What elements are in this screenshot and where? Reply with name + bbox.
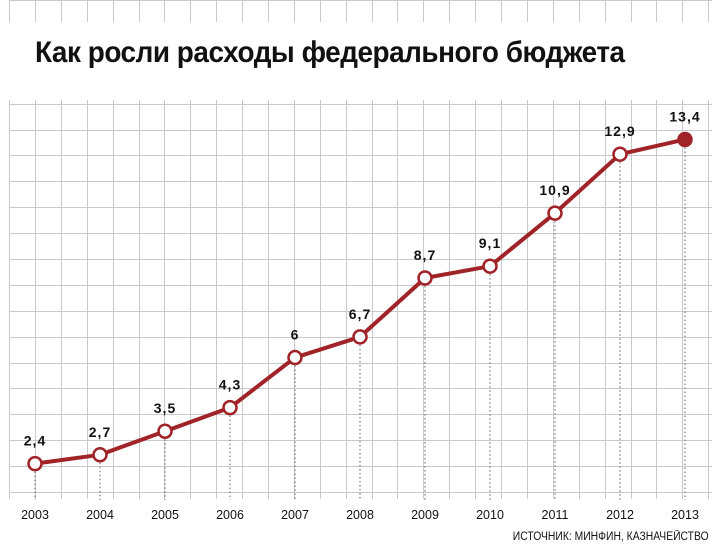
data-label-2013: 13,4: [669, 108, 700, 124]
data-labels: 2,4 2,7 3,5 4,3 6 6,7 8,7 9,1 10,9 12,9 13,4: [24, 108, 700, 449]
series-polyline: [33, 137, 687, 466]
data-point-2011: [547, 205, 563, 221]
data-point-2003: [27, 455, 43, 472]
data-point-2013: [677, 131, 693, 148]
data-point-2005: [157, 423, 173, 439]
data-label-2007: 6: [291, 327, 300, 343]
data-label-2010: 9,1: [479, 235, 501, 251]
source-note: ИСТОЧНИК: МИНФИН, КАЗНАЧЕЙСТВО: [513, 531, 709, 543]
data-label-2003: 2,4: [24, 433, 46, 449]
data-point-2008: [352, 329, 368, 345]
x-axis-tick-labels: 2003 2004 2005 2006 2007 2008 2009 2010 2011 2012…: [21, 508, 699, 522]
x-tick-2005: 2005: [151, 508, 179, 522]
x-tick-2011: 2011: [542, 508, 569, 522]
data-label-2009: 8,7: [414, 247, 436, 263]
data-point-2009: [417, 270, 433, 286]
x-tick-2013: 2013: [671, 508, 699, 522]
title-box: Как росли расходы федерального бюджета: [9, 22, 712, 100]
data-point-2012: [612, 146, 628, 162]
x-tick-2007: 2007: [281, 508, 309, 522]
x-tick-2010: 2010: [476, 508, 504, 522]
data-points: [27, 131, 693, 472]
data-label-2008: 6,7: [349, 306, 371, 322]
data-label-2011: 10,9: [539, 182, 570, 198]
data-point-2010: [482, 258, 498, 274]
data-label-2006: 4,3: [219, 377, 241, 393]
data-point-2006: [222, 399, 238, 416]
drop-lines: [34, 147, 686, 500]
x-tick-2009: 2009: [411, 508, 439, 522]
data-point-2007: [287, 349, 303, 366]
data-label-2005: 3,5: [154, 400, 176, 416]
data-label-2012: 12,9: [604, 123, 635, 139]
data-label-2004: 2,7: [89, 424, 111, 440]
x-tick-2004: 2004: [86, 508, 114, 522]
chart-title: Как росли расходы федерального бюджета: [35, 36, 625, 69]
x-tick-2006: 2006: [216, 508, 244, 522]
x-tick-2008: 2008: [346, 508, 374, 522]
data-point-2004: [92, 447, 108, 463]
x-tick-2012: 2012: [606, 508, 634, 522]
x-tick-2003: 2003: [21, 508, 49, 522]
series-line: [33, 137, 687, 466]
